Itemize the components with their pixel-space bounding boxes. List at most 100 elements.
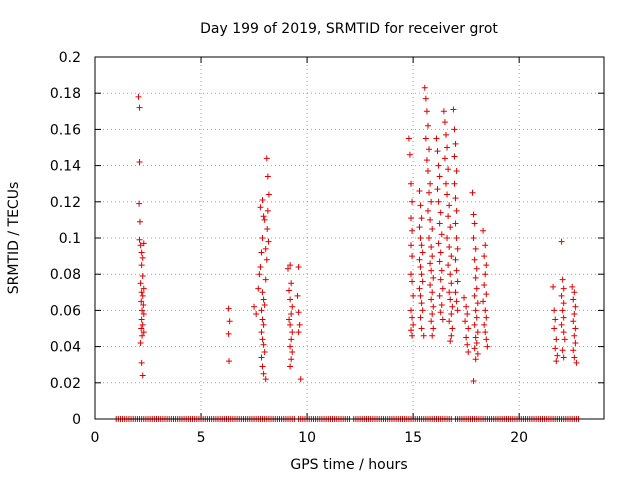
y-axis-ticks: 0 0.02 0.04 0.06 0.08 0.1 0.12 0.14 0.16 0.18 0.2 [50, 50, 604, 428]
data-point-marker [470, 235, 477, 241]
data-point-marker [263, 256, 270, 263]
data-point-marker [472, 245, 479, 252]
data-point-marker [139, 321, 146, 328]
data-point-marker [410, 292, 417, 299]
data-point-marker [449, 303, 456, 310]
data-point-marker [454, 245, 461, 252]
data-point-marker [297, 376, 304, 383]
data-point-marker [572, 325, 579, 332]
data-point-marker [256, 271, 263, 278]
data-point-marker [265, 191, 272, 198]
data-point-marker [409, 227, 416, 234]
data-point-marker [260, 370, 267, 377]
x-tick-label: 10 [298, 430, 316, 446]
data-point-marker [262, 276, 269, 283]
data-point-marker [472, 356, 479, 363]
data-point-marker [481, 282, 488, 289]
data-point-marker [295, 263, 302, 270]
data-point-marker [429, 311, 436, 318]
data-point-marker [453, 207, 460, 214]
data-point-marker [409, 314, 416, 321]
data-point-marker [417, 202, 424, 209]
data-point-marker [435, 162, 442, 169]
data-point-marker [258, 329, 265, 336]
data-point-marker [409, 278, 416, 285]
data-point-marker [264, 173, 271, 180]
data-point-marker [570, 318, 577, 325]
data-point-marker [140, 311, 147, 318]
data-point-marker [226, 358, 233, 365]
data-point-marker [446, 244, 453, 251]
data-point-marker [422, 95, 429, 102]
x-axis-ticks: 0 5 10 15 20 [91, 57, 528, 446]
data-point-marker [265, 238, 272, 245]
data-point-marker [571, 289, 578, 296]
data-point-marker [138, 298, 145, 305]
data-point-marker [419, 249, 426, 256]
data-point-marker [437, 209, 444, 216]
data-point-marker [452, 140, 459, 147]
data-point-marker [405, 135, 412, 142]
data-point-marker [426, 189, 433, 196]
data-point-marker [430, 303, 437, 310]
data-point-marker [423, 157, 430, 164]
data-point-marker [552, 316, 559, 323]
data-point-marker [260, 341, 267, 348]
data-point-marker [570, 296, 577, 303]
data-point-marker [454, 278, 461, 285]
data-point-marker [434, 186, 441, 193]
x-tick-label: 5 [197, 430, 206, 446]
data-point-marker [453, 267, 460, 274]
data-point-marker [483, 336, 490, 343]
data-point-marker [470, 377, 477, 384]
data-point-marker [433, 135, 440, 142]
data-point-marker [569, 283, 576, 290]
data-point-marker [422, 135, 429, 142]
data-point-marker [571, 332, 578, 339]
data-point-marker [558, 321, 565, 328]
data-point-marker [260, 213, 267, 220]
data-point-marker [551, 325, 558, 332]
data-point-marker [573, 359, 580, 366]
data-point-marker [139, 292, 146, 299]
data-point-marker [435, 198, 442, 205]
y-tick-label: 0.18 [50, 86, 81, 102]
data-point-marker [419, 278, 426, 285]
data-point-marker [408, 271, 415, 278]
data-point-marker [226, 318, 233, 325]
data-point-marker [560, 354, 567, 361]
data-point-marker [408, 327, 415, 334]
data-point-marker [465, 349, 472, 356]
data-point-marker [418, 215, 425, 222]
data-point-marker [136, 158, 143, 165]
data-point-marker [560, 314, 567, 321]
data-point-marker [426, 146, 433, 153]
data-point-marker [418, 242, 425, 249]
data-point-marker [296, 321, 303, 328]
data-point-marker [448, 332, 455, 339]
data-point-marker [136, 200, 143, 207]
y-tick-label: 0.2 [59, 50, 81, 66]
x-tick-label: 0 [91, 430, 100, 446]
data-point-marker [251, 303, 258, 310]
data-point-marker [435, 240, 442, 247]
data-point-marker [288, 336, 295, 343]
data-point-marker [138, 316, 145, 323]
data-point-marker [481, 253, 488, 260]
y-tick-label: 0.14 [50, 159, 81, 175]
data-point-marker [440, 108, 447, 115]
data-point-marker [424, 122, 431, 129]
data-point-marker [416, 285, 423, 292]
data-point-marker [452, 220, 459, 227]
data-point-marker [442, 180, 449, 187]
data-point-marker [416, 224, 423, 231]
data-point-marker [437, 309, 444, 316]
data-point-marker [448, 280, 455, 287]
data-point-marker [427, 282, 434, 289]
data-point-marker [225, 330, 232, 337]
data-point-marker [430, 274, 437, 281]
data-point-marker [428, 318, 435, 325]
data-point-marker [473, 339, 480, 346]
data-point-marker [264, 225, 271, 232]
data-point-marker [461, 294, 468, 301]
